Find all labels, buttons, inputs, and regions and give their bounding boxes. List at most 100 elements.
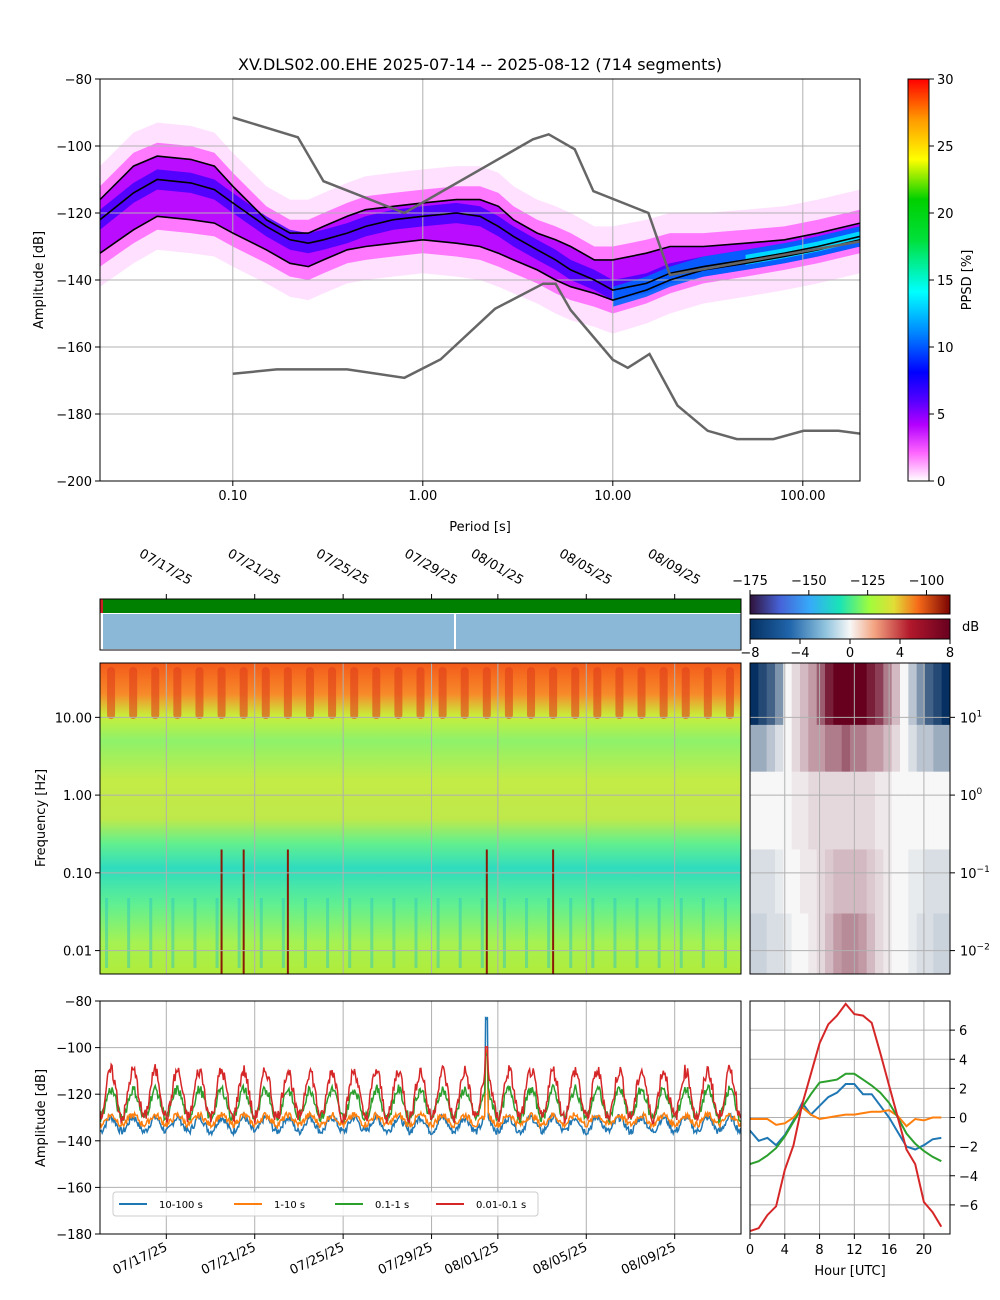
anomaly-cell [816,913,826,975]
anomaly-cell [825,663,834,726]
spec-colorbar-tick-label: −150 [791,574,827,589]
spectrogram-daily-cycle [681,667,690,719]
anomaly-cell [933,663,943,726]
top-date-label: 07/29/25 [402,546,460,588]
anomaly-cell [891,724,901,773]
anomaly-cell [758,724,768,773]
spectrogram-daily-cycle [549,667,558,719]
timeseries-xtick-label: 07/17/25 [111,1240,170,1278]
legend-label: 1-10 s [274,1200,305,1211]
spectrogram-daily-cycle [305,667,314,719]
anomaly-cell [925,913,934,975]
anomaly-cell [858,913,868,975]
anomaly-cell [858,849,868,914]
anomaly-cell [800,849,809,914]
spectrogram-low-band [591,898,595,968]
spectrogram-colorbar: −175 −150 −125 −100 [732,574,951,615]
ppsd-ytick-label: −200 [56,475,92,490]
anomaly-cell [791,913,801,975]
anomaly-cell [875,663,884,726]
anomaly-cell [891,663,901,726]
spectrogram-daily-cycle [659,667,668,719]
timeseries-ytick-label: −120 [56,1088,92,1103]
spectrogram-daily-cycle [107,667,116,719]
coverage-gap [454,614,456,649]
hourly-ytick-label: 6 [959,1024,967,1039]
top-date-labels: 07/17/25 07/21/25 07/25/25 07/29/25 08/01/25… [136,546,703,599]
anomaly-colorbar-gradient [749,618,951,640]
spectrogram-daily-cycle [504,667,513,719]
spectrogram-daily-cycle [725,667,734,719]
anomaly-cell [791,771,801,850]
ppsd-ytick-label: −120 [56,207,92,222]
anomaly-cell [883,663,893,726]
anomaly-cell [841,663,851,726]
spectrogram-low-band [281,898,285,968]
anomaly-cell [900,771,909,850]
anomaly-cell [816,849,826,914]
spectrogram-low-band [635,898,639,968]
anom-colorbar-tick-label: −4 [790,646,809,661]
spectrogram-low-band [215,898,219,968]
anomaly-cell [900,663,909,726]
anomaly-cell [766,849,776,914]
anomaly-cell [758,663,768,726]
spectrogram-daily-cycle [283,667,292,719]
spectrogram-daily-cycle [328,667,337,719]
ppsd-ytick-label: −180 [56,408,92,423]
coverage-frame [99,598,742,651]
anomaly-cell [833,771,843,850]
anomaly-cell [750,913,759,975]
spectrogram-low-band [259,898,263,968]
anomaly-cell [908,663,918,726]
spectrogram-low-band [149,898,153,968]
timeseries-xtick-label: 07/25/25 [288,1240,347,1278]
anomaly-panel: 10−2 10−1 100 101 [749,662,990,975]
anomaly-cell [808,771,818,850]
anomaly-cell [883,913,893,975]
legend-box [112,1191,539,1217]
timeseries-ytick-label: −160 [56,1181,92,1196]
top-date-label: 07/17/25 [136,546,194,588]
anomaly-cell [791,663,801,726]
ppsd-xtick-label: 10.00 [594,489,631,504]
anomaly-cell [775,663,784,726]
spectrogram-low-band [326,898,330,968]
anomaly-cell [808,724,818,773]
spectrogram-low-band [458,898,462,968]
anomaly-cell [783,771,793,850]
anomaly-cell [891,849,901,914]
anomaly-cell [808,849,818,914]
spectrogram-ytick-label: 1.00 [63,789,92,804]
spectrogram-low-band [547,898,551,968]
hourly-ytick-label: −2 [959,1141,978,1156]
legend-label: 0.1-1 s [375,1200,409,1211]
spectrogram-low-band [414,898,418,968]
anomaly-cell [750,663,759,726]
spectrogram-low-band [436,898,440,968]
hourly-xlabel: Hour [UTC] [814,1264,885,1279]
anomaly-cell [825,724,834,773]
percentile-curve-median [100,178,860,291]
anomaly-cell [866,913,876,975]
timeseries-ylabel: Amplitude [dB] [34,1069,49,1167]
spectrogram-daily-cycle [527,667,536,719]
anomaly-ytick-label: 10−1 [960,865,990,882]
timeseries-ytick-label: −80 [65,995,92,1010]
anomaly-cell [783,849,793,914]
spectrogram-daily-cycle [129,667,138,719]
timeseries-panel: −80 −100 −120 −140 −160 −180 07/17/25 07/21/25… [34,995,742,1278]
spectrogram-low-band [480,898,484,968]
hourly-ytick-label: −6 [959,1199,978,1214]
hourly-series-line-3 [750,1002,943,1233]
anomaly-cell [941,663,951,726]
anomaly-cell [858,724,868,773]
ppsd-xtick-label: 0.10 [218,489,247,504]
anomaly-cell [933,849,943,914]
ppsd-colorbar-tick-label: 30 [937,73,954,88]
coverage-bar-red [100,599,103,613]
spectrogram-daily-cycle [239,667,248,719]
ppsd-colorbar-tick-label: 10 [937,341,954,356]
